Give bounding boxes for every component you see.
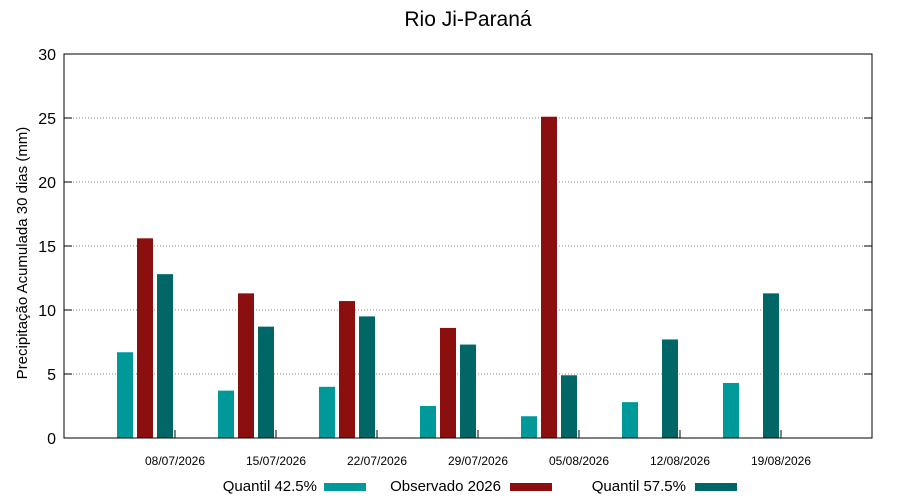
bar-3-3 — [359, 316, 375, 438]
bars — [117, 116, 779, 438]
legend-label: Observado 2026 — [390, 478, 501, 495]
legend: Quantil 42.5% Observado 2026 Quantil 57.5% — [223, 478, 737, 495]
x-tick-label: 05/08/2026 — [549, 454, 609, 468]
legend-label: Quantil 57.5% — [592, 478, 686, 495]
bar-1-7 — [723, 382, 739, 438]
legend-swatch — [510, 483, 552, 491]
y-tick-label: 5 — [47, 367, 56, 384]
legend-swatch — [695, 483, 737, 491]
bar-2-1 — [137, 238, 153, 438]
y-tick-label: 20 — [38, 175, 56, 192]
y-tick-label: 15 — [38, 239, 56, 256]
x-tick-label: 15/07/2026 — [246, 454, 306, 468]
grid-lines — [64, 117, 872, 375]
legend-label: Quantil 42.5% — [223, 478, 317, 495]
bar-1-6 — [622, 402, 638, 438]
bar-3-7 — [763, 293, 779, 438]
bar-2-4 — [440, 327, 456, 438]
bar-3-1 — [157, 274, 173, 438]
bar-3-5 — [561, 375, 577, 438]
x-tick-label: 12/08/2026 — [650, 454, 710, 468]
chart-title: Rio Ji-Paraná — [404, 8, 532, 31]
bar-3-6 — [662, 339, 678, 438]
y-axis-ticks: 0 5 10 15 20 25 30 — [38, 47, 872, 448]
bar-2-3 — [339, 301, 355, 438]
y-tick-label: 10 — [38, 303, 56, 320]
bar-1-3 — [319, 386, 335, 438]
x-tick-label: 08/07/2026 — [145, 454, 205, 468]
bar-3-4 — [460, 344, 476, 438]
x-axis-ticks: 08/07/2026 15/07/2026 22/07/2026 29/07/2026… — [145, 430, 811, 468]
bar-1-2 — [218, 390, 234, 438]
y-axis-label: Precipitação Acumulada 30 dias (mm) — [14, 127, 31, 380]
bar-3-2 — [258, 326, 274, 438]
y-tick-label: 30 — [38, 47, 56, 64]
x-tick-label: 22/07/2026 — [347, 454, 407, 468]
bar-1-1 — [117, 352, 133, 438]
x-tick-label: 29/07/2026 — [448, 454, 508, 468]
bar-2-2 — [238, 293, 254, 438]
x-tick-label: 19/08/2026 — [751, 454, 811, 468]
bar-2-5 — [541, 116, 557, 438]
bar-1-5 — [521, 416, 537, 438]
y-tick-label: 0 — [47, 431, 56, 448]
legend-swatch — [324, 483, 366, 491]
bar-1-4 — [420, 406, 436, 438]
y-tick-label: 25 — [38, 111, 56, 128]
